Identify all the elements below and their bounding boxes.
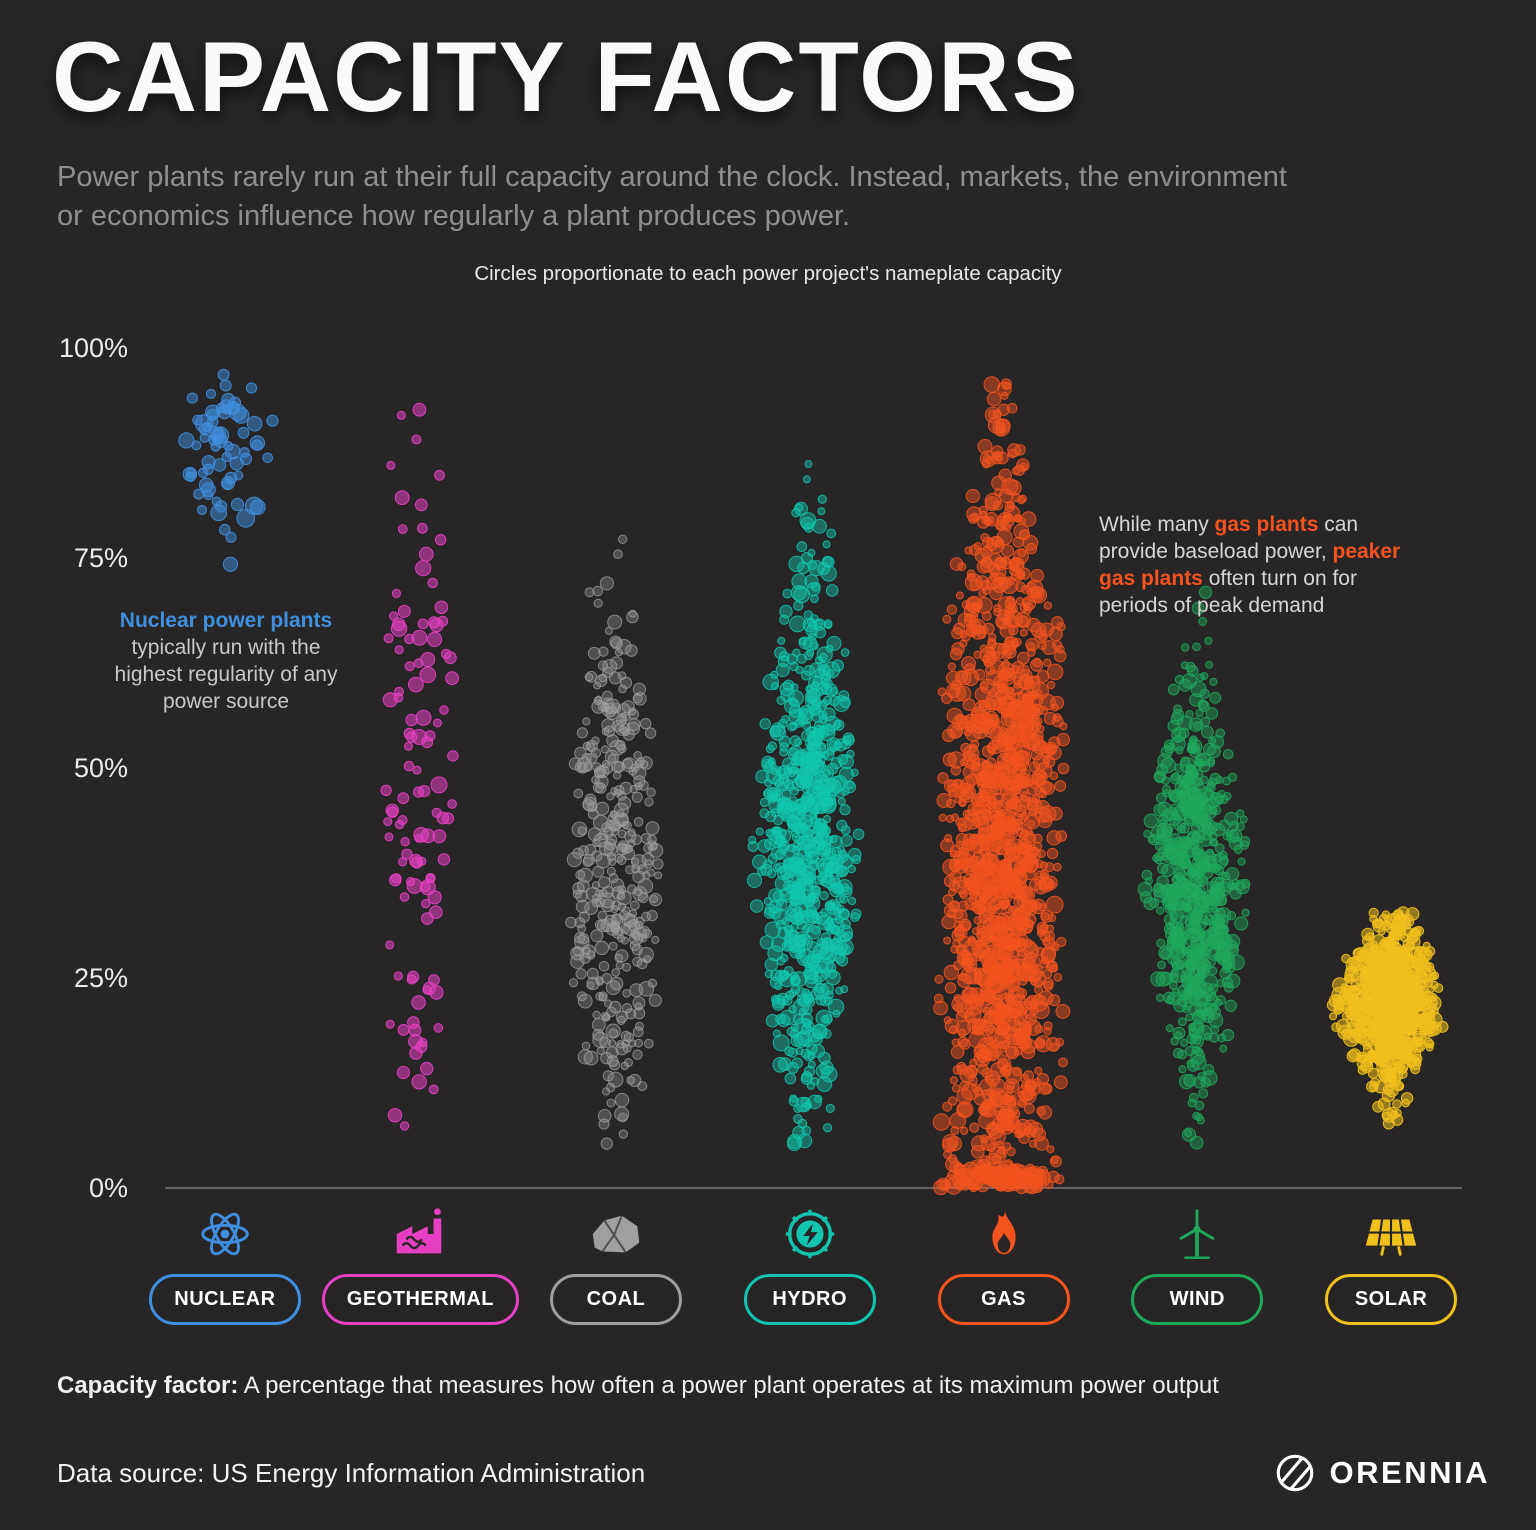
atom-icon: [201, 1212, 249, 1256]
y-tick-50: 50%: [73, 753, 128, 783]
nuclear-annotation-rest: typically run with the highest regularit…: [114, 635, 338, 713]
brand-logo: ORENNIA: [1272, 1450, 1490, 1496]
hydro-turbine-icon: [785, 1209, 834, 1259]
definition-footnote: Capacity factor: A percentage that measu…: [57, 1372, 1219, 1400]
gas-annotation: While many gas plants can provide baselo…: [1099, 512, 1411, 620]
gas-annotation-highlight-2: peaker gas plants: [1099, 539, 1401, 590]
category-geothermal: GEOTHERMAL: [321, 1203, 520, 1325]
category-pill-solar: SOLAR: [1325, 1274, 1458, 1325]
category-label: SOLAR: [1354, 1288, 1428, 1310]
category-label: WIND: [1169, 1288, 1225, 1310]
category-pill-hydro: HYDRO: [743, 1274, 876, 1325]
category-solar: SOLAR: [1294, 1203, 1488, 1325]
data-source: Data source: US Energy Information Admin…: [57, 1458, 646, 1488]
category-pill-nuclear: NUCLEAR: [149, 1274, 301, 1325]
coal-rock-icon: [592, 1215, 640, 1253]
gas-annotation-text-1: While many: [1099, 513, 1215, 536]
orennia-logo-icon: [1276, 1454, 1313, 1492]
scatter-dots: [178, 368, 1449, 1196]
category-label: GEOTHERMAL: [346, 1288, 495, 1310]
chart-note: Circles proportionate to each power proj…: [474, 262, 1062, 285]
category-pill-gas: GAS: [937, 1274, 1070, 1325]
category-label: HYDRO: [772, 1288, 848, 1310]
nuclear-annotation: Nuclear power plants typically run with …: [114, 608, 338, 716]
y-tick-0: 0%: [88, 1173, 128, 1203]
y-tick-100: 100%: [58, 333, 128, 363]
y-tick-25: 25%: [73, 963, 128, 993]
nuclear-annotation-highlight: Nuclear power plants: [119, 609, 333, 632]
category-hydro: HYDRO: [713, 1203, 907, 1325]
flame-icon: [991, 1209, 1016, 1255]
category-coal: COAL: [519, 1203, 713, 1325]
category-pill-geothermal: GEOTHERMAL: [321, 1274, 520, 1325]
definition-label: Capacity factor:: [57, 1372, 239, 1399]
category-label: NUCLEAR: [174, 1288, 276, 1310]
definition-text: A percentage that measures how often a p…: [238, 1372, 1219, 1399]
gas-annotation-highlight-1: gas plants: [1214, 513, 1319, 536]
y-tick-75: 75%: [73, 543, 128, 573]
brand-name: ORENNIA: [1329, 1455, 1490, 1490]
page-subtitle: Power plants rarely run at their full ca…: [57, 161, 1287, 232]
gas-annotation-text-2: can provide baseload power,: [1099, 513, 1359, 563]
category-nuclear: NUCLEAR: [128, 1203, 322, 1325]
solar-panel-icon: [1365, 1219, 1417, 1256]
category-gas: GAS: [907, 1203, 1101, 1325]
gas-annotation-text-3: often turn on for periods of peak demand: [1099, 566, 1357, 617]
category-legend: NUCLEAR GEOTHERMAL COAL: [128, 1203, 1488, 1325]
category-wind: WIND: [1100, 1203, 1294, 1325]
category-label: COAL: [586, 1288, 646, 1310]
wind-turbine-icon: [1179, 1209, 1215, 1259]
category-pill-coal: COAL: [549, 1274, 682, 1325]
geothermal-plant-icon: [397, 1208, 442, 1254]
page-title: CAPACITY FACTORS: [52, 21, 1080, 132]
category-pill-wind: WIND: [1131, 1274, 1264, 1325]
category-label: GAS: [981, 1288, 1026, 1310]
